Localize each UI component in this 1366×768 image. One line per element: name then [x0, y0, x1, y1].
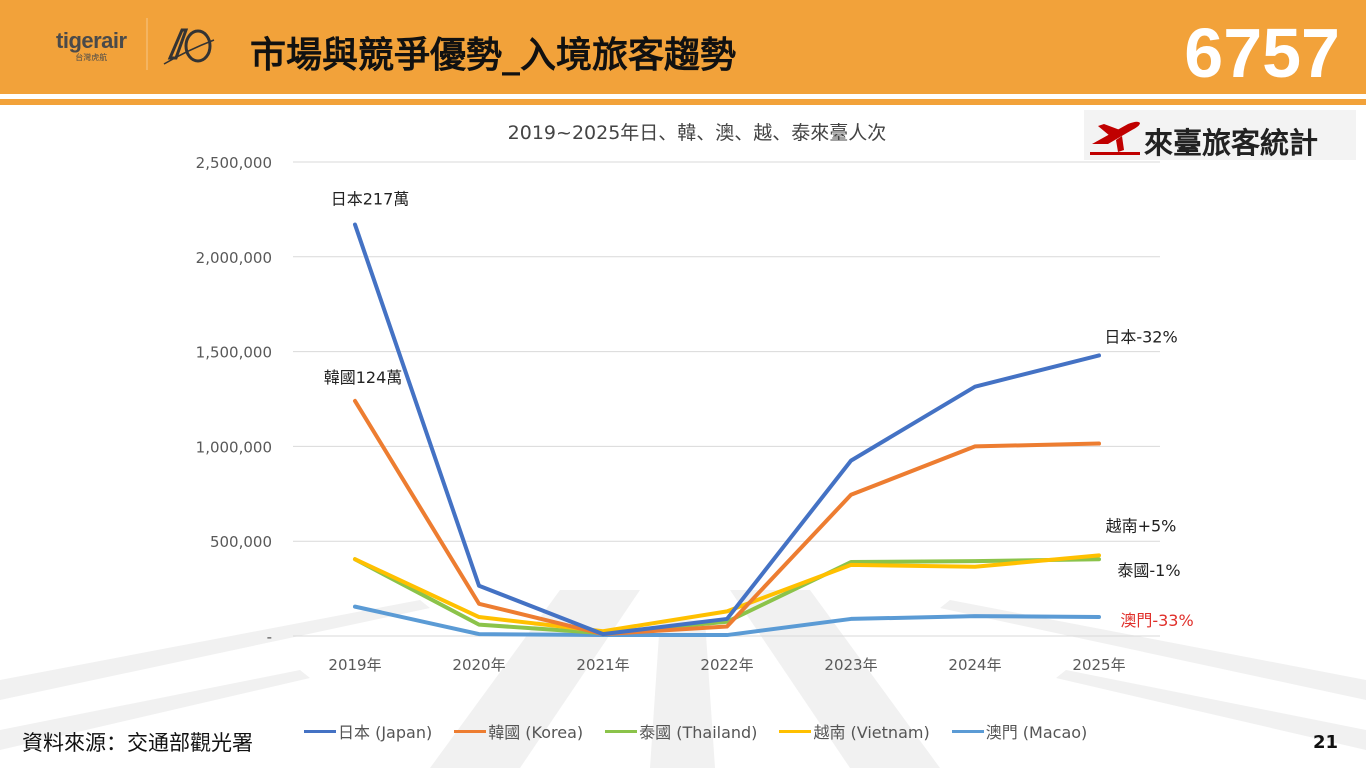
- legend-item: 韓國 (Korea): [454, 719, 583, 743]
- y-tick-label: 500,000: [210, 533, 272, 551]
- data-label: 日本217萬: [331, 190, 410, 209]
- y-tick-label: 2,500,000: [196, 154, 272, 172]
- data-point: [973, 565, 977, 569]
- data-point: [849, 563, 853, 567]
- legend-label: 泰國 (Thailand): [639, 723, 758, 742]
- data-label: 韓國124萬: [324, 368, 403, 387]
- header-bar: [0, 0, 1366, 94]
- data-point: [601, 632, 605, 636]
- header-stripe: [0, 99, 1366, 105]
- data-point: [353, 399, 357, 403]
- page-number: 21: [1312, 732, 1338, 753]
- legend-swatch: [951, 729, 984, 733]
- y-tick-label: -: [267, 628, 272, 646]
- x-tick-label: 2021年: [576, 656, 629, 674]
- legend-label: 日本 (Japan): [338, 723, 433, 742]
- data-point: [973, 559, 977, 563]
- legend-label: 韓國 (Korea): [488, 723, 584, 742]
- stock-code: 6757: [1184, 14, 1340, 92]
- x-tick-label: 2020年: [452, 656, 505, 674]
- legend-label: 越南 (Vietnam): [813, 723, 930, 742]
- data-point: [1097, 353, 1101, 357]
- legend-swatch: [605, 729, 638, 733]
- page-title: 市場與競爭優勢_入境旅客趨勢: [250, 35, 737, 76]
- legend-item: 澳門 (Macao): [951, 719, 1088, 743]
- data-point: [477, 623, 481, 627]
- x-tick-label: 2022年: [700, 656, 753, 674]
- y-tick-label: 1,500,000: [196, 344, 272, 362]
- legend-swatch: [454, 729, 487, 733]
- data-point: [849, 493, 853, 497]
- legend-label: 澳門 (Macao): [985, 723, 1088, 742]
- x-tick-label: 2023年: [824, 656, 877, 674]
- data-point: [353, 223, 357, 227]
- logo-sub: 台灣虎航: [75, 53, 108, 62]
- x-tick-label: 2019年: [328, 656, 381, 674]
- data-source: 資料來源：交通部觀光署: [22, 731, 253, 755]
- badge-label: 來臺旅客統計: [1144, 126, 1319, 160]
- data-point: [973, 614, 977, 618]
- y-tick-label: 2,000,000: [196, 249, 272, 267]
- data-point: [973, 385, 977, 389]
- airplane-icon: [1090, 121, 1140, 155]
- data-point: [973, 444, 977, 448]
- data-point: [1097, 557, 1101, 561]
- data-label: 澳門-33%: [1120, 611, 1193, 630]
- runway-background-graphic: [0, 590, 1366, 768]
- legend-item: 泰國 (Thailand): [605, 719, 757, 743]
- y-tick-label: 1,000,000: [196, 438, 272, 456]
- data-point: [725, 609, 729, 613]
- data-point: [477, 602, 481, 606]
- legend-swatch: [779, 729, 812, 733]
- logo-brand: tigerair: [56, 28, 127, 53]
- data-point: [849, 459, 853, 463]
- data-label: 泰國-1%: [1117, 561, 1180, 580]
- data-point: [477, 584, 481, 588]
- chart-title: 2019~2025年日、韓、澳、越、泰來臺人次: [508, 122, 887, 144]
- legend-item: 越南 (Vietnam): [779, 719, 930, 743]
- data-point: [725, 617, 729, 621]
- data-point: [849, 560, 853, 564]
- line-chart: 2019~2025年日、韓、澳、越、泰來臺人次 - 500,000 1,000,00…: [196, 122, 1194, 674]
- x-tick-label: 2024年: [948, 656, 1001, 674]
- chart-legend: 日本 (Japan) 韓國 (Korea) 泰國 (Thailand) 越南 (Vie…: [304, 719, 1087, 743]
- tigerair-logo: tigerair 台灣虎航: [56, 28, 127, 63]
- data-point: [353, 557, 357, 561]
- data-point: [725, 633, 729, 637]
- logo-divider: [146, 18, 148, 70]
- data-label: 日本-32%: [1104, 327, 1177, 346]
- data-point: [477, 632, 481, 636]
- visitor-statistics-badge: 來臺旅客統計: [1084, 110, 1356, 160]
- data-point: [1097, 615, 1101, 619]
- series-line: [353, 398, 1101, 637]
- data-point: [353, 605, 357, 609]
- data-point: [477, 615, 481, 619]
- data-point: [1097, 553, 1101, 557]
- series-line: [353, 222, 1101, 637]
- legend-item: 日本 (Japan): [304, 719, 432, 743]
- legend-swatch: [304, 729, 336, 733]
- data-point: [725, 625, 729, 629]
- anniversary-10-icon: [163, 28, 215, 65]
- data-point: [1097, 442, 1101, 446]
- x-tick-label: 2025年: [1072, 656, 1125, 674]
- data-label: 越南+5%: [1106, 516, 1177, 535]
- data-point: [849, 617, 853, 621]
